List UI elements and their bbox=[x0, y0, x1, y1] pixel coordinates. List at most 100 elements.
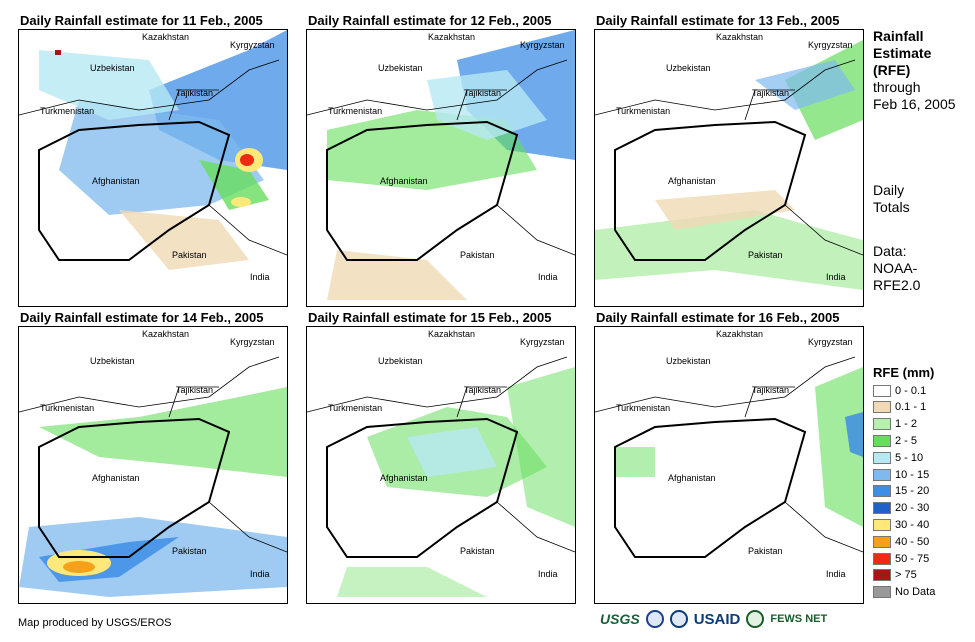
label-india: India bbox=[826, 569, 846, 579]
legend-label: > 75 bbox=[895, 569, 917, 582]
label-india: India bbox=[250, 272, 270, 282]
legend-label: 0.1 - 1 bbox=[895, 401, 927, 414]
label-kazakhstan: Kazakhstan bbox=[428, 32, 476, 42]
label-pakistan: Pakistan bbox=[460, 546, 495, 556]
side-totals: Daily Totals bbox=[873, 182, 910, 215]
label-pakistan: Pakistan bbox=[172, 546, 207, 556]
legend-label: 15 - 20 bbox=[895, 485, 930, 498]
label-uzbekistan: Uzbekistan bbox=[90, 63, 135, 73]
panel-title-11feb: Daily Rainfall estimate for 11 Feb., 200… bbox=[20, 13, 263, 28]
legend-swatch bbox=[873, 485, 891, 498]
usaid-logo: USAID bbox=[693, 610, 741, 628]
rainfall-map-16feb bbox=[595, 356, 863, 558]
label-afghanistan: Afghanistan bbox=[380, 473, 428, 483]
logo-strip: USGS USAID FEWS NET bbox=[600, 610, 827, 628]
fews-net-logo: FEWS NET bbox=[770, 613, 828, 625]
legend-swatch bbox=[873, 502, 891, 515]
panel-title-12feb: Daily Rainfall estimate for 12 Feb., 200… bbox=[308, 13, 552, 28]
legend-label: 0 - 0.1 bbox=[895, 384, 927, 397]
label-afghanistan: Afghanistan bbox=[668, 176, 716, 186]
legend-label: 1 - 2 bbox=[895, 418, 918, 431]
label-pakistan: Pakistan bbox=[748, 250, 783, 260]
legend-label: 40 - 50 bbox=[895, 535, 930, 548]
legend-label: 10 - 15 bbox=[895, 468, 930, 481]
label-tajikistan: Tajikistan bbox=[752, 88, 790, 98]
legend-item: No Data bbox=[873, 585, 935, 600]
legend-item: 15 - 20 bbox=[873, 484, 929, 499]
label-turkmenistan: Turkmenistan bbox=[616, 403, 671, 413]
legend-item: 1 - 2 bbox=[873, 417, 917, 432]
label-tajikistan: Tajikistan bbox=[464, 385, 502, 395]
panel-title-14feb: Daily Rainfall estimate for 14 Feb., 200… bbox=[20, 310, 264, 325]
legend-label: 30 - 40 bbox=[895, 518, 930, 531]
legend-item: 2 - 5 bbox=[873, 433, 917, 448]
label-kyrgyzstan: Kyrgyzstan bbox=[808, 337, 853, 347]
legend-label: No Data bbox=[895, 586, 936, 599]
label-pakistan: Pakistan bbox=[460, 250, 495, 260]
legend-item: 40 - 50 bbox=[873, 534, 929, 549]
legend-item: 0 - 0.1 bbox=[873, 383, 926, 398]
legend-swatch bbox=[873, 401, 891, 414]
label-tajikistan: Tajikistan bbox=[176, 88, 214, 98]
map-panel-16feb bbox=[594, 326, 864, 604]
legend-swatch bbox=[873, 569, 891, 582]
legend-label: 2 - 5 bbox=[895, 434, 918, 447]
label-india: India bbox=[826, 272, 846, 282]
legend-item: 30 - 40 bbox=[873, 517, 929, 532]
legend-swatch bbox=[873, 535, 891, 548]
legend-item: > 75 bbox=[873, 568, 917, 583]
label-uzbekistan: Uzbekistan bbox=[378, 63, 423, 73]
map-panel-14feb bbox=[18, 326, 288, 604]
legend-swatch bbox=[873, 586, 891, 599]
map-panel-15feb bbox=[306, 326, 576, 604]
label-turkmenistan: Turkmenistan bbox=[328, 106, 383, 116]
legend-label: 5 - 10 bbox=[895, 451, 924, 464]
label-pakistan: Pakistan bbox=[172, 250, 207, 260]
legend-item: 10 - 15 bbox=[873, 467, 929, 482]
label-kazakhstan: Kazakhstan bbox=[142, 329, 190, 339]
label-kazakhstan: Kazakhstan bbox=[716, 329, 764, 339]
legend-swatch bbox=[873, 451, 891, 464]
legend-swatch bbox=[873, 552, 891, 565]
dos-seal-icon bbox=[669, 610, 688, 628]
legend-item: 5 - 10 bbox=[873, 450, 923, 465]
label-afghanistan: Afghanistan bbox=[92, 473, 140, 483]
rainfall-map-15feb bbox=[307, 356, 575, 597]
label-turkmenistan: Turkmenistan bbox=[328, 403, 383, 413]
rainfall-map-14feb bbox=[19, 356, 287, 597]
label-pakistan: Pakistan bbox=[748, 546, 783, 556]
legend-swatch bbox=[873, 434, 891, 447]
label-tajikistan: Tajikistan bbox=[176, 385, 214, 395]
legend-item: 50 - 75 bbox=[873, 551, 929, 566]
map-panel-13feb bbox=[594, 29, 864, 307]
label-uzbekistan: Uzbekistan bbox=[90, 356, 135, 366]
map-panel-12feb bbox=[306, 29, 576, 307]
usgs-logo: USGS bbox=[600, 611, 640, 627]
legend-label: 50 - 75 bbox=[895, 552, 930, 565]
label-uzbekistan: Uzbekistan bbox=[666, 63, 711, 73]
side-title: Rainfall Estimate (RFE) through Feb 16, … bbox=[873, 28, 956, 112]
legend-swatch bbox=[873, 518, 891, 531]
panel-title-15feb: Daily Rainfall estimate for 15 Feb., 200… bbox=[308, 310, 552, 325]
label-kyrgyzstan: Kyrgyzstan bbox=[520, 40, 565, 50]
label-afghanistan: Afghanistan bbox=[668, 473, 716, 483]
rainfall-map-11feb bbox=[19, 30, 287, 270]
label-tajikistan: Tajikistan bbox=[752, 385, 790, 395]
noaa-logo-icon bbox=[645, 610, 664, 628]
label-afghanistan: Afghanistan bbox=[92, 176, 140, 186]
label-turkmenistan: Turkmenistan bbox=[40, 403, 95, 413]
panel-title-13feb: Daily Rainfall estimate for 13 Feb., 200… bbox=[596, 13, 840, 28]
map-panel-11feb bbox=[18, 29, 288, 307]
label-tajikistan: Tajikistan bbox=[464, 88, 502, 98]
label-india: India bbox=[538, 569, 558, 579]
legend-swatch bbox=[873, 418, 891, 431]
label-kazakhstan: Kazakhstan bbox=[142, 32, 190, 42]
map-credit: Map produced by USGS/EROS bbox=[18, 617, 172, 629]
label-uzbekistan: Uzbekistan bbox=[378, 356, 423, 366]
legend-label: 20 - 30 bbox=[895, 502, 930, 515]
legend-item: 0.1 - 1 bbox=[873, 400, 926, 415]
label-kazakhstan: Kazakhstan bbox=[428, 329, 476, 339]
legend-title: RFE (mm) bbox=[873, 365, 935, 380]
label-kyrgyzstan: Kyrgyzstan bbox=[230, 337, 275, 347]
label-india: India bbox=[250, 569, 270, 579]
